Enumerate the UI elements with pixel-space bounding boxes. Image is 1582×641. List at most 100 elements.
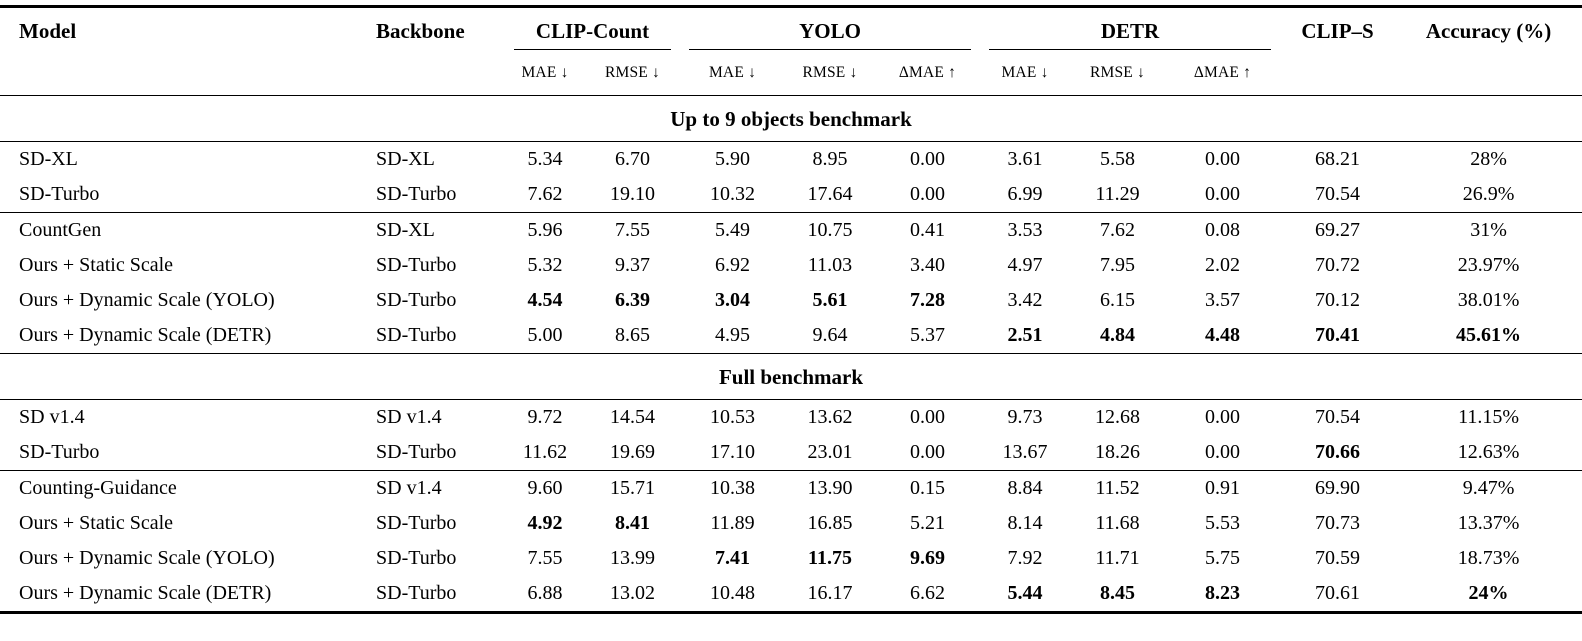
value-cell: 7.92 [1007, 547, 1043, 569]
value-cell: 5.61 [812, 289, 848, 311]
value-cell: 5.00 [505, 318, 585, 354]
value-cell: 5.96 [527, 219, 563, 241]
value-cell: 10.53 [710, 406, 755, 428]
model-cell: Ours + Dynamic Scale (DETR) [0, 318, 375, 354]
value-cell: 4.95 [680, 318, 785, 354]
value-cell: 70.72 [1315, 254, 1361, 276]
table-row: Ours + Dynamic Scale (DETR) SD-Turbo 6.88 1… [0, 576, 1582, 613]
value-cell: 10.75 [807, 219, 853, 241]
value-cell: 6.62 [910, 582, 945, 604]
subheader-detr-mae: MAE ↓ [980, 50, 1070, 96]
backbone-cell: SD-Turbo [376, 289, 457, 311]
section-title: Up to 9 objects benchmark [0, 95, 1582, 142]
value-cell: 6.88 [527, 582, 563, 604]
value-cell: 4.97 [1007, 254, 1043, 276]
model-cell: Ours + Dynamic Scale (YOLO) [19, 547, 275, 569]
value-cell: 8.45 [1100, 582, 1135, 604]
value-cell: 23.97% [1457, 254, 1520, 276]
subheader-clip-count-rmse: RMSE ↓ [585, 50, 680, 96]
subheader-detr-rmse: RMSE ↓ [1070, 50, 1165, 96]
value-cell: 0.15 [910, 477, 945, 499]
value-cell: 18.73% [1457, 547, 1520, 569]
value-cell: 7.62 [1100, 219, 1135, 241]
value-cell: 5.34 [527, 148, 563, 170]
value-cell: 24% [1468, 582, 1509, 604]
value-cell: 7.62 [505, 177, 585, 213]
value-cell: 11.62 [505, 435, 585, 471]
value-cell: 69.27 [1315, 219, 1361, 241]
model-cell: CountGen [19, 219, 102, 241]
group-header-yolo: YOLO [680, 7, 980, 51]
value-cell: 9.47% [1462, 477, 1515, 499]
value-cell: 11.68 [1095, 512, 1140, 534]
value-cell: 3.40 [910, 254, 945, 276]
value-cell: 15.71 [610, 477, 655, 499]
value-cell: 4.54 [527, 289, 563, 311]
value-cell: 3.57 [1205, 289, 1241, 311]
value-cell: 69.90 [1315, 477, 1361, 499]
group-header-clip-count: CLIP-Count [505, 7, 680, 51]
value-cell: 4.84 [1070, 318, 1165, 354]
value-cell: 17.10 [680, 435, 785, 471]
value-cell: 70.61 [1315, 582, 1361, 604]
value-cell: 0.00 [1205, 148, 1241, 170]
value-cell: 10.38 [710, 477, 755, 499]
model-cell: Counting-Guidance [19, 477, 177, 499]
value-cell: 8.95 [812, 148, 848, 170]
value-cell: 13.37% [1457, 512, 1520, 534]
value-cell: 9.72 [527, 406, 563, 428]
group-header-row: Model Backbone CLIP-Count YOLO DETR CLIP… [0, 6, 1582, 96]
value-cell: 68.21 [1315, 148, 1361, 170]
model-cell: SD-Turbo [0, 177, 375, 213]
table-row: SD-Turbo SD-Turbo 7.62 19.10 10.32 17.64 0.00 6… [0, 177, 1582, 213]
table-row: Ours + Static Scale SD-Turbo 5.32 9.37 6.92 1… [0, 248, 1582, 283]
value-cell: 7.55 [527, 547, 563, 569]
value-cell: 18.26 [1070, 435, 1165, 471]
backbone-cell: SD-Turbo [375, 318, 505, 354]
table-row: Ours + Dynamic Scale (YOLO) SD-Turbo 4.54 6… [0, 283, 1582, 318]
table-row: Ours + Static Scale SD-Turbo 4.92 8.41 11.89… [0, 506, 1582, 541]
subheader-yolo-mae: MAE ↓ [680, 50, 785, 96]
value-cell: 13.90 [807, 477, 853, 499]
value-cell: 0.08 [1205, 219, 1241, 241]
value-cell: 10.32 [680, 177, 785, 213]
value-cell: 0.00 [1165, 177, 1281, 213]
value-cell: 11.15% [1458, 406, 1519, 428]
backbone-cell: SD v1.4 [376, 477, 442, 499]
value-cell: 2.02 [1205, 254, 1241, 276]
value-cell: 8.14 [1007, 512, 1043, 534]
value-cell: 0.00 [875, 177, 980, 213]
value-cell: 11.52 [1095, 477, 1140, 499]
backbone-cell: SD-Turbo [375, 435, 505, 471]
value-cell: 3.61 [1007, 148, 1043, 170]
table-row: SD v1.4 SD v1.4 9.72 14.54 10.53 13.62 0.00 9.7… [0, 400, 1582, 436]
value-cell: 45.61% [1395, 318, 1582, 354]
value-cell: 7.55 [615, 219, 650, 241]
backbone-cell: SD-Turbo [376, 582, 457, 604]
value-cell: 13.62 [807, 406, 853, 428]
value-cell: 5.49 [715, 219, 750, 241]
backbone-cell: SD-XL [376, 148, 435, 170]
column-header-accuracy: Accuracy (%) [1395, 6, 1582, 96]
value-cell: 70.41 [1280, 318, 1396, 354]
value-cell: 11.29 [1070, 177, 1165, 213]
value-cell: 8.84 [1007, 477, 1043, 499]
value-cell: 11.75 [808, 547, 852, 569]
results-table: Model Backbone CLIP-Count YOLO DETR CLIP… [0, 5, 1582, 614]
value-cell: 70.54 [1280, 177, 1396, 213]
value-cell: 17.64 [785, 177, 875, 213]
table-row: Ours + Dynamic Scale (YOLO) SD-Turbo 7.55 1… [0, 541, 1582, 576]
value-cell: 13.67 [980, 435, 1070, 471]
value-cell: 5.37 [875, 318, 980, 354]
value-cell: 31% [1470, 219, 1507, 241]
value-cell: 5.58 [1100, 148, 1135, 170]
value-cell: 6.39 [615, 289, 650, 311]
value-cell: 3.04 [715, 289, 750, 311]
value-cell: 6.99 [980, 177, 1070, 213]
value-cell: 5.32 [527, 254, 563, 276]
value-cell: 5.53 [1205, 512, 1241, 534]
value-cell: 11.89 [710, 512, 755, 534]
value-cell: 0.00 [910, 406, 945, 428]
value-cell: 12.68 [1095, 406, 1140, 428]
value-cell: 3.42 [1007, 289, 1043, 311]
